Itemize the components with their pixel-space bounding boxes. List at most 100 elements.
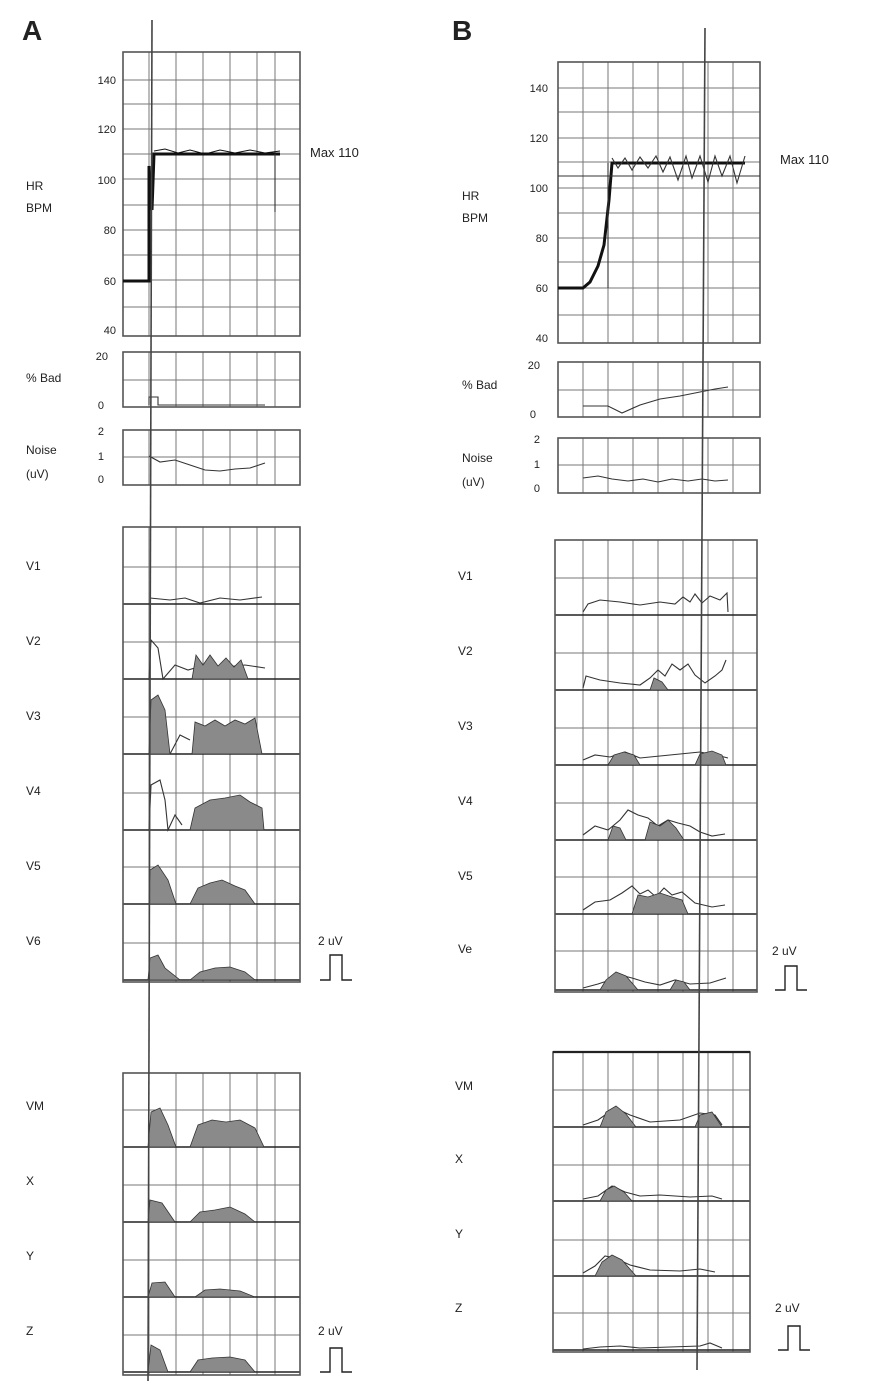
panel-b-hr-tick-140: 140 <box>530 83 548 95</box>
panel-b-v6-st-area-early <box>600 972 638 990</box>
panel-b-calibration-pulse <box>775 966 807 990</box>
panel-a-hr-tick-140: 140 <box>98 75 116 87</box>
panel-b-lead-label-v2: V2 <box>458 644 473 658</box>
panel-a-noise-label-line1: Noise <box>26 443 57 457</box>
panel-b-noise-label-line1: Noise <box>462 451 493 465</box>
panel-a-v6-st-area <box>190 967 255 980</box>
panel-a-hr-tick-60: 60 <box>104 276 116 288</box>
panel-a-v4-trace <box>149 780 182 830</box>
panel-b-hr-trace <box>558 163 745 288</box>
panel-a-noise-chart: 2 1 0 Noise (uV) <box>26 426 300 486</box>
panel-b-hr-tick-120: 120 <box>530 133 548 145</box>
panel-b-scale-label-2: 2 uV <box>775 1301 800 1315</box>
panel-b-bad-trace <box>583 387 728 413</box>
panel-a-lead-label-v2: V2 <box>26 634 41 648</box>
panel-a-lead-label-y: Y <box>26 1249 34 1263</box>
panel-a-x-st-area-early <box>148 1200 175 1222</box>
panel-a-vm-st-area <box>190 1120 264 1147</box>
panel-a-noise-tick-1: 1 <box>98 451 104 463</box>
panel-b-bad-tick-20: 20 <box>528 360 540 372</box>
panel-a-v5-st-area-early <box>149 865 176 904</box>
panel-a-v3-st-area-early <box>149 695 170 754</box>
panel-b-noise-label-line2: (uV) <box>462 475 485 489</box>
panel-a-hr-axis-label-line1: HR <box>26 179 44 193</box>
panel-a-v6-st-area-early <box>148 955 180 980</box>
panel-a-bad-trace <box>149 397 265 405</box>
panel-a-x-st-area <box>190 1207 255 1222</box>
panel-b-vm-st-area-early <box>600 1106 636 1127</box>
panel-a-v2-st-area <box>192 655 248 679</box>
panel-a: A 140 120 100 80 60 40 HR BPM Max 110 20… <box>22 15 359 1381</box>
panel-b-hr-tick-80: 80 <box>536 233 548 245</box>
panel-b-lead-grid: V1 V2 V3 V4 V5 Ve 2 uV <box>458 540 807 992</box>
panel-b-label: B <box>452 15 472 46</box>
panel-b-hr-tick-60: 60 <box>536 283 548 295</box>
panel-a-noise-tick-0: 0 <box>98 474 104 486</box>
panel-b-bad-chart: 20 0 % Bad <box>462 360 760 421</box>
panel-b-z-trace <box>583 1343 722 1349</box>
panel-b-calibration-pulse-2 <box>778 1326 810 1350</box>
panel-a-hr-tick-40: 40 <box>104 325 116 337</box>
panel-a-bad-label: % Bad <box>26 371 61 385</box>
panel-a-hr-chart: 140 120 100 80 60 40 HR BPM Max 110 <box>26 52 359 337</box>
panel-b-noise-trace <box>583 476 728 482</box>
panel-a-v1-trace <box>150 597 262 603</box>
panel-a-y-st-area-early <box>148 1282 175 1297</box>
panel-a-lead-label-v1: V1 <box>26 559 41 573</box>
panel-b-lead-label-y: Y <box>455 1227 463 1241</box>
panel-a-hr-tick-80: 80 <box>104 225 116 237</box>
panel-a-z-st-area-early <box>148 1345 168 1372</box>
panel-a-calibration-pulse-2 <box>320 1348 352 1372</box>
panel-b-lead-label-vm: VM <box>455 1079 473 1093</box>
panel-a-z-st-area <box>190 1357 255 1372</box>
panel-b-v1-trace <box>583 593 728 612</box>
panel-b-time-cursor <box>697 28 705 1370</box>
panel-a-hr-trace <box>123 154 280 281</box>
panel-b-hr-chart: 140 120 100 80 60 40 HR BPM Max 110 <box>462 62 829 345</box>
panel-b-hr-axis-label-line2: BPM <box>462 211 488 225</box>
panel-b-noise-tick-0: 0 <box>534 483 540 495</box>
panel-b-v3-st-area-early <box>608 752 640 765</box>
panel-b-hr-noise <box>612 156 745 183</box>
panel-b-noise-tick-2: 2 <box>534 434 540 446</box>
panel-a-v5-st-area <box>190 880 255 904</box>
panel-b-bad-tick-0: 0 <box>530 409 536 421</box>
panel-b-scale-label: 2 uV <box>772 944 797 958</box>
panel-a-vector-grid: VM X Y Z 2 uV <box>26 1073 352 1375</box>
panel-a-scale-label: 2 uV <box>318 934 343 948</box>
panel-a-lead-label-v6: V6 <box>26 934 41 948</box>
panel-a-lead-grid: V1 V2 V3 V4 V5 V6 2 uV <box>26 527 352 982</box>
panel-a-calibration-pulse <box>320 955 352 980</box>
panel-a-noise-trace <box>149 456 265 471</box>
panel-b-lead-label-v5: V5 <box>458 869 473 883</box>
panel-b-v2-st-area <box>650 678 668 690</box>
panel-b-max-label: Max 110 <box>780 152 829 167</box>
panel-a-v4-st-area <box>190 795 264 830</box>
panel-a-lead-label-v3: V3 <box>26 709 41 723</box>
panel-b-bad-label: % Bad <box>462 378 497 392</box>
panel-a-hr-tick-100: 100 <box>98 175 116 187</box>
panel-b: B 140 120 100 80 60 40 HR BPM Max 110 20… <box>452 15 829 1370</box>
panel-a-max-label: Max 110 <box>310 145 359 160</box>
panel-b-lead-label-v1: V1 <box>458 569 473 583</box>
panel-a-vm-st-area-early <box>148 1108 176 1147</box>
panel-a-bad-tick-20: 20 <box>96 351 108 363</box>
panel-a-v3-trace <box>170 735 190 754</box>
panel-b-noise-chart: 2 1 0 Noise (uV) <box>462 434 760 495</box>
panel-a-noise-tick-2: 2 <box>98 426 104 438</box>
panel-b-v5-st-area <box>632 893 688 914</box>
panel-a-hr-tick-120: 120 <box>98 124 116 136</box>
panel-a-scale-label-2: 2 uV <box>318 1324 343 1338</box>
panel-b-hr-tick-40: 40 <box>536 333 548 345</box>
panel-b-lead-label-z: Z <box>455 1301 462 1315</box>
panel-b-lead-label-v3: V3 <box>458 719 473 733</box>
panel-a-y-st-area <box>195 1289 255 1297</box>
panel-b-vector-grid: VM X Y Z 2 uV <box>455 1052 810 1352</box>
panel-a-noise-label-line2: (uV) <box>26 467 49 481</box>
panel-b-lead-label-v4: V4 <box>458 794 473 808</box>
panel-a-lead-label-vm: VM <box>26 1099 44 1113</box>
panel-a-lead-label-v4: V4 <box>26 784 41 798</box>
panel-b-lead-label-ve: Ve <box>458 942 472 956</box>
panel-b-x-st-area-early <box>600 1186 632 1201</box>
